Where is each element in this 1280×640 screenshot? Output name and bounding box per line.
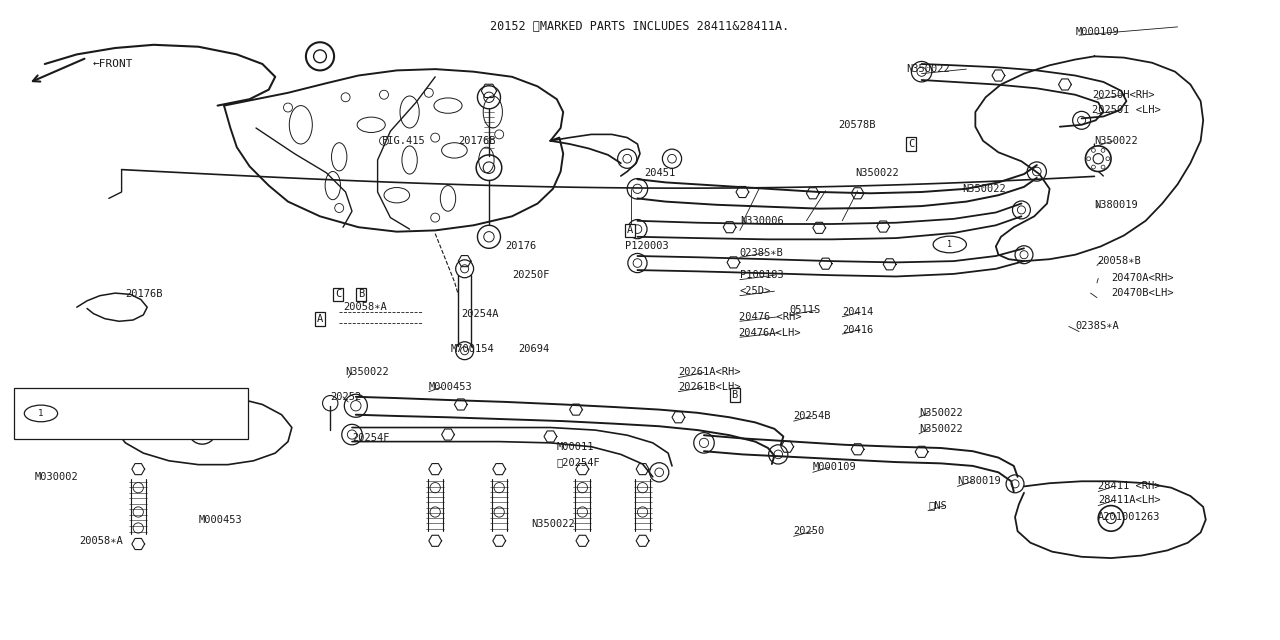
Text: M000109: M000109 [1075,27,1119,37]
Text: 20250F: 20250F [512,270,549,280]
Text: M000444 <25D>: M000444 <25D> [64,413,141,424]
Text: 0238S∗A: 0238S∗A [1075,321,1119,332]
Text: P120003: P120003 [625,241,668,252]
Text: 20176B: 20176B [125,289,163,300]
Text: 0511S: 0511S [790,305,820,316]
Text: N350022: N350022 [531,518,575,529]
Text: 20157A<LH>: 20157A<LH> [49,422,111,433]
Text: 20058∗B: 20058∗B [1097,256,1140,266]
Text: 20476 <RH>: 20476 <RH> [739,312,801,322]
Text: 20254F: 20254F [352,433,389,444]
Text: M700154: M700154 [451,344,494,354]
Text: M000109: M000109 [813,462,856,472]
Text: 20451: 20451 [644,168,675,178]
Text: 20261A<RH>: 20261A<RH> [678,367,741,378]
Text: A201001263: A201001263 [1098,512,1161,522]
Text: 20152 ※MARKED PARTS INCLUDES 28411&28411A.: 20152 ※MARKED PARTS INCLUDES 28411&28411… [490,20,790,33]
Text: 20470B<LH>: 20470B<LH> [1111,288,1174,298]
Text: 20261B<LH>: 20261B<LH> [678,382,741,392]
Text: A: A [317,314,323,324]
Text: M000453: M000453 [429,382,472,392]
Text: M030002: M030002 [35,472,78,482]
Text: 0238S∗B: 0238S∗B [740,248,783,258]
Text: 20250I <LH>: 20250I <LH> [1092,105,1161,115]
Text: N330006: N330006 [740,216,783,226]
Text: 20578B: 20578B [838,120,876,130]
Text: 28411A<LH>: 28411A<LH> [1098,495,1161,506]
Text: M00011: M00011 [557,442,594,452]
Text: FIG.415: FIG.415 [381,136,425,146]
Text: N380019: N380019 [957,476,1001,486]
Text: C: C [909,139,914,149]
Text: 28411 <RH>: 28411 <RH> [1098,481,1161,492]
Text: 20414: 20414 [842,307,873,317]
Ellipse shape [306,42,334,70]
Text: N380019: N380019 [1094,200,1138,210]
Text: N350022: N350022 [346,367,389,378]
Text: N350022: N350022 [906,64,950,74]
Text: 20058∗A: 20058∗A [343,302,387,312]
Text: 20250H<RH>: 20250H<RH> [1092,90,1155,100]
Text: 20476A<LH>: 20476A<LH> [739,328,801,338]
Text: 20176: 20176 [506,241,536,252]
Text: M000453: M000453 [198,515,242,525]
Text: 1: 1 [38,409,44,418]
Text: 20058∗A: 20058∗A [79,536,123,546]
Text: M000182 <20D>: M000182 <20D> [64,399,141,410]
Text: 20416: 20416 [842,324,873,335]
Text: <25D>: <25D> [740,286,771,296]
Text: 20176B: 20176B [458,136,495,146]
Text: N350022: N350022 [855,168,899,178]
Text: 1: 1 [947,240,952,249]
Text: ※20254F: ※20254F [557,457,600,467]
Text: 20252: 20252 [330,392,361,402]
Text: 20694: 20694 [518,344,549,354]
Text: C: C [335,289,340,300]
Text: ※NS: ※NS [928,500,947,511]
Text: 20250: 20250 [794,526,824,536]
Text: B: B [732,390,737,400]
Text: 20254A: 20254A [461,308,498,319]
Text: B: B [358,289,364,300]
Text: P100183: P100183 [740,270,783,280]
Ellipse shape [1098,506,1124,531]
Text: A: A [627,225,632,236]
Text: ←FRONT: ←FRONT [92,59,133,69]
Text: N350022: N350022 [919,408,963,418]
Text: 20254B: 20254B [794,411,831,421]
FancyBboxPatch shape [14,388,248,439]
Text: 20157 <RH>: 20157 <RH> [49,408,111,418]
Text: N350022: N350022 [963,184,1006,194]
Text: N350022: N350022 [1094,136,1138,146]
Text: N350022: N350022 [919,424,963,434]
Text: 20470A<RH>: 20470A<RH> [1111,273,1174,284]
Ellipse shape [1085,146,1111,172]
